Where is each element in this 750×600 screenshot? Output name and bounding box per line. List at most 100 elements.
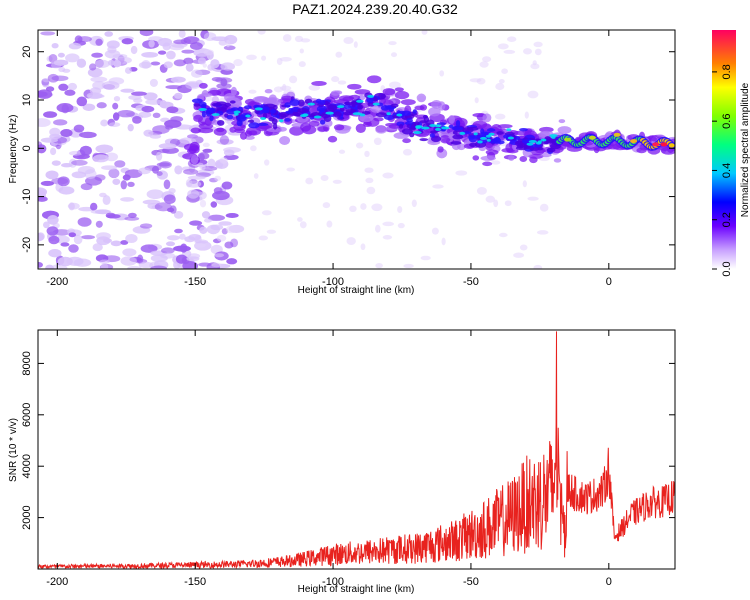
heatmap-cell [159,161,172,169]
heatmap-cell [337,105,345,109]
heatmap-cell [80,235,96,240]
heatmap-cell [201,211,211,219]
heatmap-cell [166,106,179,114]
snr-x-ticks: -200 -150 -100 -50 0 [46,330,612,588]
heatmap-cell [205,107,216,114]
heatmap-cell [360,243,366,251]
heatmap-cell [96,102,107,109]
heatmap-cell [194,235,202,244]
heatmap-cell [209,115,214,122]
heatmap-cell [257,122,269,126]
colorbar: 0.0 0.2 0.4 0.6 0.8 Normalized spectral ampl… [712,30,750,277]
heatmap-cell [308,120,320,127]
heatmap-cell [230,107,239,111]
colorbar-tick-label: 0.8 [721,64,733,79]
heatmap-cell [157,50,167,55]
snr-y-label: SNR (10 * v/v) [8,418,19,482]
heatmap-cell [100,119,109,127]
colorbar-tick-label: 0.2 [721,212,733,227]
heatmap-cell [139,30,154,37]
heatmap-cell [76,58,87,68]
heatmap-cell [146,189,164,199]
heatmap-cell [218,39,227,46]
heatmap-cell [51,160,61,166]
heatmap-cell [660,142,668,147]
heatmap-cell [327,135,338,143]
heatmap-cell [190,127,201,134]
heatmap-cell [526,142,534,146]
heatmap-cell [588,135,596,140]
heatmap-cell [519,244,528,251]
heatmap-cell [402,138,411,144]
heatmap-cell [373,137,382,146]
heatmap-cell [333,124,345,131]
heatmap-cell [244,105,252,110]
heatmap-cell [89,63,97,71]
heatmap-cell [110,240,122,247]
heatmap-cell [38,196,48,202]
heatmap-cell [150,254,168,262]
heatmap-cell [468,135,478,143]
heatmap-cell [185,63,194,72]
snr-x-tick-4: 0 [606,330,612,588]
heatmap-cell [284,102,291,108]
heatmap-cell [114,56,132,64]
heatmap-cell [537,140,542,144]
heatmap-cell [60,129,73,137]
heatmap-cell [191,98,203,104]
heatmap-cell [533,264,543,269]
heatmap-cell [138,111,152,118]
heatmap-cell [466,126,479,131]
heatmap-cell [353,41,358,48]
heatmap-cell [331,76,340,83]
heatmap-cell [244,135,255,140]
heatmap-y-tick-label: 20 [21,46,33,58]
heatmap-cell [68,244,79,253]
heatmap-cell [170,76,186,83]
heatmap-cell [549,134,558,138]
heatmap-cell [187,189,200,199]
heatmap-cell [320,175,329,181]
heatmap-cell [101,165,118,171]
heatmap-cell [494,113,506,120]
heatmap-cell [218,221,232,226]
heatmap-cell [120,180,128,190]
heatmap-cell [90,76,108,83]
heatmap-cell [382,235,393,240]
heatmap-cell [480,155,496,161]
heatmap-cell [246,126,262,136]
heatmap-cell [174,165,183,175]
heatmap-cell [536,230,549,235]
heatmap-x-tick-0: -200 [46,30,68,288]
heatmap-cell [186,180,202,188]
heatmap-cell [187,175,206,180]
heatmap-x-tick-3: -50 [463,30,479,288]
heatmap-cell [230,238,239,248]
heatmap-cell [428,107,441,117]
heatmap-cell [104,31,114,37]
heatmap-cell [173,59,187,67]
heatmap-cell [51,42,59,49]
heatmap-cell [420,255,431,261]
heatmap-cell [179,233,186,240]
heatmap-cell [299,48,304,54]
heatmap-cell [400,99,416,106]
heatmap-cell [326,220,333,228]
heatmap-cell [201,103,207,110]
heatmap-cell [317,99,326,105]
heatmap-cell [650,136,657,142]
heatmap-cell [324,107,335,114]
heatmap-cell [214,253,225,258]
heatmap-cell [166,50,176,60]
heatmap-cell [297,99,305,107]
heatmap-cell [117,109,135,118]
snr-x-tick-3: -50 [463,330,479,588]
heatmap-cell [124,67,132,74]
heatmap-cell [203,49,214,56]
heatmap-cell [103,238,112,244]
heatmap-cell [95,38,103,46]
heatmap-cell [184,236,196,243]
colorbar-tick-0: 0.0 [712,261,733,277]
heatmap-cell [355,123,366,134]
